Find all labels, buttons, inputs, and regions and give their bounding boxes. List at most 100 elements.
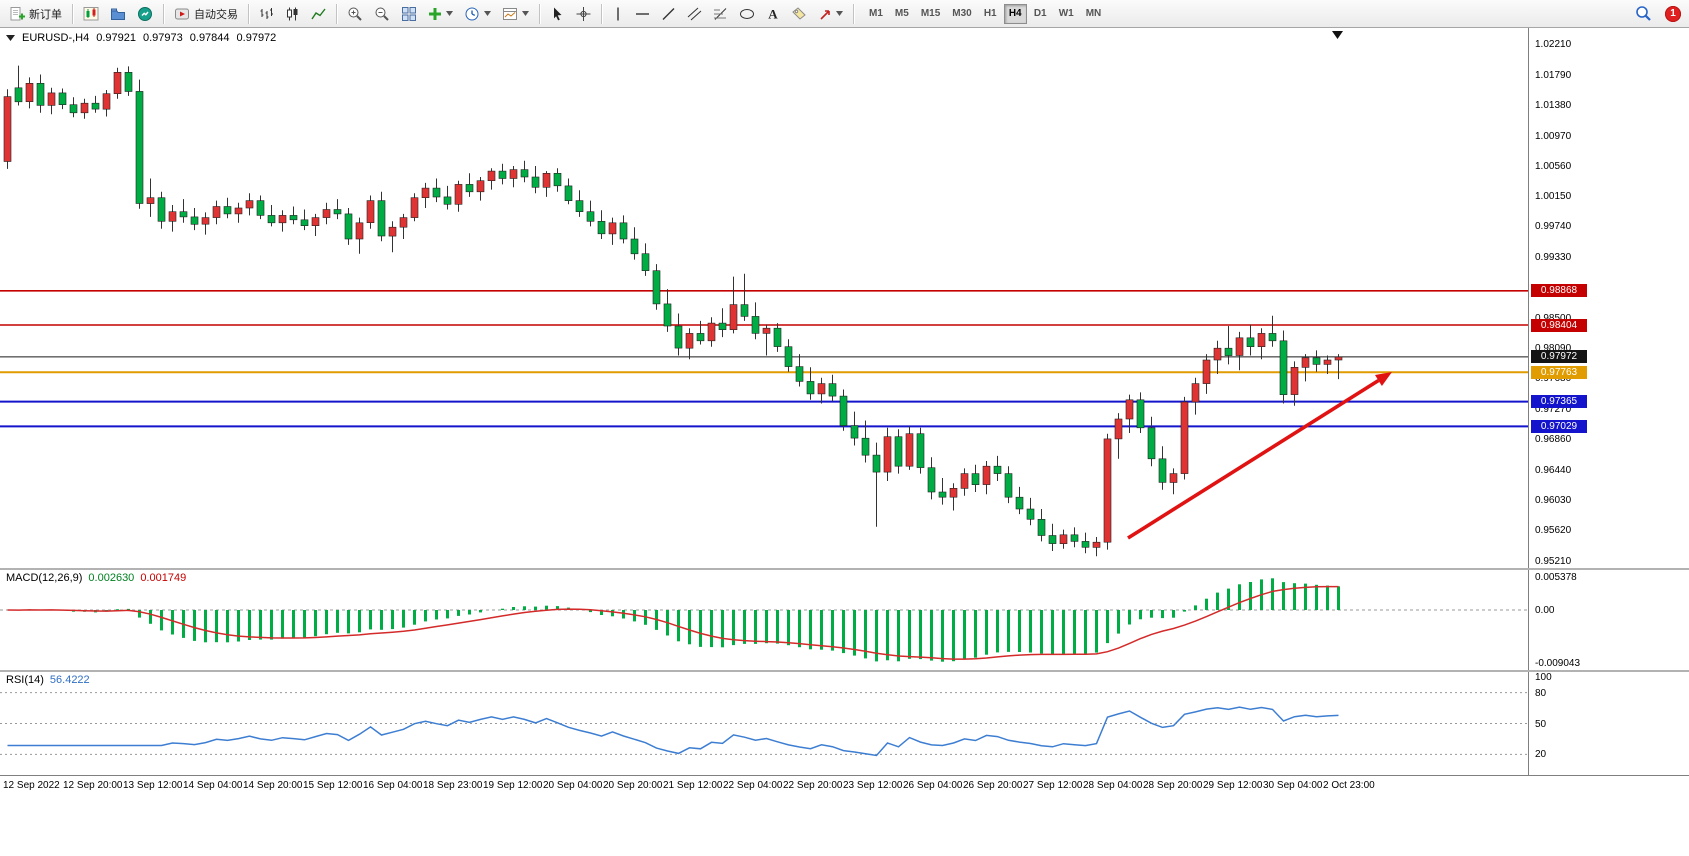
symbol-timeframe-label: EURUSD-,H4	[22, 32, 90, 44]
toolbar-separator	[539, 3, 540, 24]
price-badge: 0.97972	[1531, 350, 1587, 364]
indicators-dropdown-button[interactable]	[423, 3, 458, 25]
time-axis-label: 16 Sep 04:00	[363, 780, 423, 791]
zoom-in-icon	[348, 7, 362, 21]
price-axis-label: 1.01380	[1535, 100, 1572, 112]
price-axis[interactable]: 1.02210 1.01790 1.01380 1.00970 1.00560 1.001…	[1528, 28, 1689, 568]
time-axis-label: 27 Sep 12:00	[1023, 780, 1083, 791]
macd-panel[interactable]: MACD(12,26,9) 0.002630 0.001749	[0, 570, 1528, 670]
price-axis-label: 0.97270	[1535, 403, 1572, 415]
new-order-button[interactable]: 新订单	[4, 3, 67, 25]
toolbar-separator	[72, 3, 73, 24]
new-order-label: 新订单	[29, 8, 62, 21]
price-badge: 0.97365	[1531, 395, 1587, 409]
macd-histogram	[17, 578, 1340, 662]
time-axis-label: 15 Sep 12:00	[303, 780, 363, 791]
rsi-axis[interactable]: 100 80 50 20	[1528, 672, 1689, 775]
vertical-line-button[interactable]	[607, 3, 629, 25]
price-axis-label: 0.99330	[1535, 251, 1572, 263]
price-axis-label: 0.95620	[1535, 525, 1572, 537]
templates-dropdown-button[interactable]	[497, 3, 534, 25]
zoom-in-button[interactable]	[342, 3, 368, 25]
macd-canvas[interactable]	[0, 570, 1528, 670]
notification-badge[interactable]: 1	[1665, 5, 1681, 22]
horizontal-line-button[interactable]	[630, 3, 655, 25]
channel-button[interactable]	[682, 3, 707, 25]
rsi-row: RSI(14) 56.4222 100 80 50 20	[0, 670, 1689, 775]
time-axis-label: 26 Sep 04:00	[903, 780, 963, 791]
timeframe-button-m5[interactable]: M5	[890, 4, 914, 24]
chevron-down-icon	[522, 11, 529, 16]
toolbar-separator	[248, 3, 249, 24]
timeframe-button-h1[interactable]: H1	[979, 4, 1002, 24]
new-chart-button[interactable]	[78, 3, 104, 25]
toolbar-separator	[163, 3, 164, 24]
main-chart-row: EURUSD-,H4 0.97921 0.97973 0.97844 0.979…	[0, 28, 1689, 568]
market-watch-button[interactable]	[132, 3, 158, 25]
svg-text:A: A	[768, 6, 778, 21]
profiles-button[interactable]	[105, 3, 131, 25]
time-axis[interactable]: 12 Sep 2022 12 Sep 20:00 13 Sep 12:00 14 Se…	[0, 775, 1689, 795]
rsi-title: RSI(14)	[6, 674, 44, 686]
candlestick-chart-button[interactable]	[280, 3, 305, 25]
time-axis-label: 13 Sep 12:00	[123, 780, 183, 791]
macd-title: MACD(12,26,9)	[6, 572, 83, 584]
timeframe-button-w1[interactable]: W1	[1054, 4, 1079, 24]
rsi-panel[interactable]: RSI(14) 56.4222	[0, 672, 1528, 775]
crosshair-button[interactable]	[571, 3, 596, 25]
rsi-canvas[interactable]	[0, 672, 1528, 775]
trendline-button[interactable]	[656, 3, 681, 25]
price-axis-label: 1.00970	[1535, 130, 1572, 142]
timeframe-button-h4[interactable]: H4	[1003, 3, 1027, 24]
macd-main-value: 0.002630	[88, 572, 135, 584]
timeframe-button-m30[interactable]: M30	[947, 4, 976, 24]
macd-axis[interactable]: 0.005378 0.00 -0.009043	[1528, 570, 1689, 670]
bar-chart-button[interactable]	[254, 3, 279, 25]
macd-axis-max: 0.005378	[1535, 572, 1577, 583]
timeframe-button-mn[interactable]: MN	[1081, 4, 1107, 24]
line-chart-icon	[311, 8, 326, 19]
periods-dropdown-button[interactable]	[459, 3, 496, 25]
time-axis-label: 28 Sep 20:00	[1143, 780, 1203, 791]
market-watch-icon	[138, 6, 152, 21]
fibonacci-button[interactable]	[708, 3, 733, 25]
one-click-trading-toggle[interactable]	[6, 35, 15, 41]
shapes-button[interactable]	[734, 3, 760, 25]
toolbar-separator	[601, 3, 602, 24]
price-axis-label: 0.96030	[1535, 495, 1572, 507]
rsi-axis-level-label: 50	[1535, 718, 1547, 730]
chart-header: EURUSD-,H4 0.97921 0.97973 0.97844 0.979…	[6, 32, 276, 44]
arrows-dropdown-button[interactable]	[813, 3, 848, 25]
zoom-out-button[interactable]	[369, 3, 395, 25]
line-chart-button[interactable]	[306, 3, 331, 25]
cursor-icon	[554, 7, 562, 20]
autotrading-button[interactable]: 自动交易	[169, 3, 243, 25]
search-button[interactable]	[1630, 3, 1657, 25]
shapes-icon	[740, 8, 754, 19]
timeframe-button-m1[interactable]: M1	[864, 4, 888, 24]
price-badge: 0.98868	[1531, 284, 1587, 298]
quote-low: 0.97844	[189, 32, 230, 44]
new-order-icon	[10, 6, 25, 20]
price-chart[interactable]: EURUSD-,H4 0.97921 0.97973 0.97844 0.979…	[0, 28, 1528, 568]
tile-windows-button[interactable]	[396, 3, 422, 25]
fibonacci-icon	[714, 7, 727, 20]
rsi-axis-level-label: 20	[1535, 749, 1547, 761]
chevron-down-icon	[484, 11, 491, 16]
timeframe-button-d1[interactable]: D1	[1029, 4, 1052, 24]
crosshair-icon	[576, 6, 591, 21]
text-button[interactable]: A	[761, 3, 785, 25]
price-axis-label: 1.00150	[1535, 191, 1572, 203]
price-chart-canvas[interactable]	[0, 28, 1528, 568]
macd-signal-line	[7, 585, 1339, 660]
candlestick-series	[3, 65, 1343, 557]
text-label-button[interactable]	[786, 3, 812, 25]
price-axis-label: 0.98090	[1535, 343, 1572, 355]
time-axis-label: 22 Sep 04:00	[723, 780, 783, 791]
trend-arrow-annotation[interactable]	[1127, 372, 1392, 540]
cursor-button[interactable]	[545, 3, 570, 25]
price-axis-label: 0.97680	[1535, 373, 1572, 385]
bar-chart-icon	[260, 7, 273, 19]
shift-end-marker[interactable]	[1332, 31, 1343, 39]
timeframe-button-m15[interactable]: M15	[916, 4, 945, 24]
